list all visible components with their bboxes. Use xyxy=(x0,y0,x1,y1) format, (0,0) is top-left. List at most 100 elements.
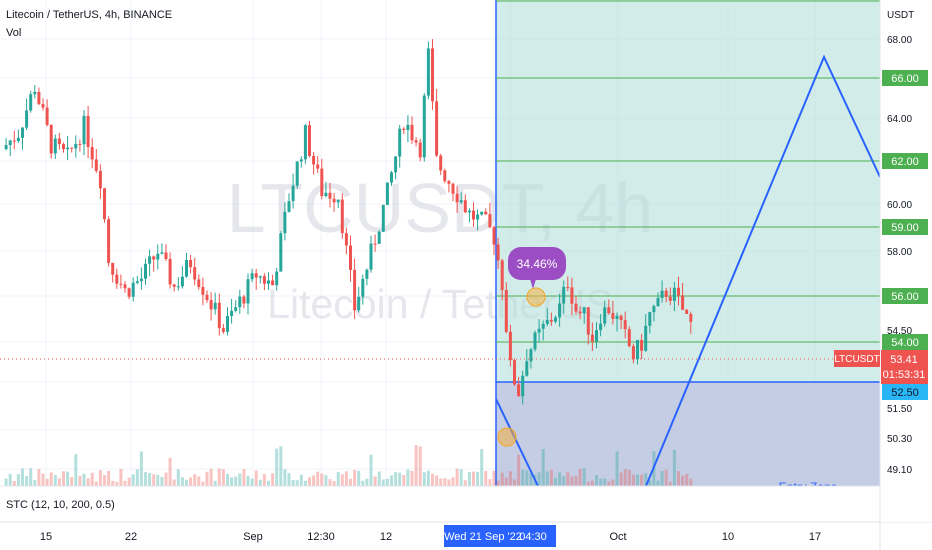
volume-bar xyxy=(172,479,176,486)
price-axis[interactable] xyxy=(880,0,932,522)
candle-body xyxy=(267,280,270,284)
volume-bar xyxy=(422,472,426,486)
candle-body xyxy=(234,307,238,311)
candle-body xyxy=(463,200,467,213)
candle-body xyxy=(566,286,570,288)
level-tag[interactable] xyxy=(882,288,928,304)
level-tags: 66.00 62.00 59.00 56.00 54.00 xyxy=(882,70,928,350)
volume-bar xyxy=(86,478,90,486)
candle-body xyxy=(336,199,340,203)
candle-body xyxy=(365,269,369,279)
candle-body xyxy=(316,164,320,169)
candle-body xyxy=(180,276,184,287)
target-zone[interactable] xyxy=(496,0,880,382)
low-marker[interactable] xyxy=(497,427,517,447)
candle-body xyxy=(406,124,410,130)
volume-bar xyxy=(451,477,455,486)
gain-badge[interactable]: 34.46% xyxy=(508,247,566,289)
volume-bar xyxy=(303,480,307,486)
level-tag[interactable] xyxy=(882,153,928,169)
candle-body xyxy=(185,259,188,277)
candle-body xyxy=(422,95,426,158)
level-tag[interactable] xyxy=(882,219,928,235)
volume-bar xyxy=(517,454,521,486)
candle-body xyxy=(431,48,434,102)
candle-body xyxy=(33,91,37,95)
candle-body xyxy=(636,339,639,360)
candle-body xyxy=(640,339,644,351)
candle-body xyxy=(426,48,430,96)
entry-zone[interactable] xyxy=(496,382,880,486)
candle-body xyxy=(619,315,623,321)
volume-bar xyxy=(545,471,549,486)
candle-body xyxy=(492,227,496,245)
candle-body xyxy=(668,296,672,301)
volume-bar xyxy=(480,449,484,486)
price-tick-label: 58.00 xyxy=(887,247,912,258)
volume-bar xyxy=(660,470,664,486)
candle-body xyxy=(603,307,607,324)
volume-bar xyxy=(426,470,430,486)
time-tick-label: 17 xyxy=(809,531,821,543)
volume-label[interactable]: Vol xyxy=(6,27,22,39)
candle-body xyxy=(631,346,635,360)
candle-body xyxy=(500,260,504,290)
candle-body xyxy=(533,332,537,350)
projection-path-up[interactable] xyxy=(645,54,881,487)
candle-body xyxy=(586,307,590,335)
current-price-tag[interactable]: LTCUSDT 53.41 01:53:31 xyxy=(834,350,928,384)
volume-bar xyxy=(369,454,373,486)
volume-bar xyxy=(90,472,94,486)
volume-bar xyxy=(603,478,607,486)
chart-title[interactable]: Litecoin / TetherUS, 4h, BINANCE xyxy=(6,9,173,21)
volume-bar xyxy=(328,479,332,486)
indicator-pane[interactable] xyxy=(0,486,880,522)
candle-body xyxy=(590,334,594,342)
volume-bar xyxy=(254,470,258,486)
time-tick-label: Sep xyxy=(243,531,263,543)
level-tag-label: 54.00 xyxy=(891,337,919,349)
level-tag[interactable] xyxy=(882,334,928,350)
time-highlight[interactable]: Wed 21 Sep '22 04:30 xyxy=(444,525,556,547)
time-highlight-time: 04:30 xyxy=(519,531,547,543)
candle-body xyxy=(168,259,172,285)
candle-body xyxy=(213,302,217,310)
candle-body xyxy=(377,231,381,244)
time-tick-label: 15 xyxy=(40,531,52,543)
level-tag[interactable] xyxy=(882,70,928,86)
volume-bar xyxy=(226,473,229,486)
volume-bar xyxy=(554,477,557,486)
candle-body xyxy=(238,296,242,308)
volume-bar xyxy=(246,475,250,486)
candle-body xyxy=(349,245,352,270)
entry-price-tag[interactable]: 52.50 xyxy=(882,384,928,400)
level-tag-label: 56.00 xyxy=(891,291,919,303)
volume-bar xyxy=(373,476,377,486)
price-tick-label: 60.00 xyxy=(887,200,912,211)
volume-bar xyxy=(406,469,410,486)
candle-body xyxy=(90,146,94,160)
candle-body xyxy=(549,319,553,322)
volume-bar xyxy=(234,476,238,486)
volume-bar xyxy=(139,451,143,486)
level-tag-label: 66.00 xyxy=(891,73,919,85)
volume-bar xyxy=(217,468,221,486)
volume-bar xyxy=(377,471,381,486)
volume-bar xyxy=(414,445,418,486)
volume-bar xyxy=(590,480,594,486)
volume-bar xyxy=(267,480,270,486)
candle-body xyxy=(373,243,377,245)
volume-bar xyxy=(677,471,680,486)
volume-bar xyxy=(115,481,119,486)
projection-path[interactable] xyxy=(495,398,539,487)
stc-indicator-label[interactable]: STC (12, 10, 200, 0.5) xyxy=(6,499,115,511)
volume-bar xyxy=(508,471,512,486)
candle-body xyxy=(221,328,225,332)
high-marker[interactable] xyxy=(526,287,546,307)
candle-body xyxy=(8,140,12,146)
volume-bar xyxy=(459,469,463,486)
gain-badge-text: 34.46% xyxy=(517,257,558,271)
candle-body xyxy=(152,256,156,260)
